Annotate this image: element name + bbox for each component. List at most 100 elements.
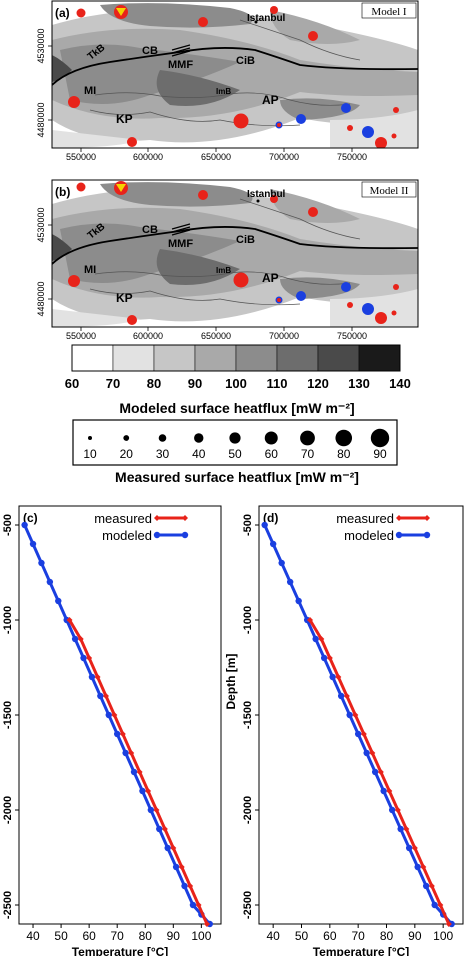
data-point-modeled: [320, 654, 328, 662]
mmf-symbol-icon: [171, 223, 191, 236]
data-point-modeled: [431, 901, 438, 909]
size-legend-label: 20: [120, 447, 134, 461]
data-point-modeled: [113, 730, 121, 738]
data-point-modeled: [286, 578, 294, 586]
size-legend-dot: [194, 433, 204, 443]
colorbar-tick-label: 60: [65, 376, 79, 391]
mmf-symbol-icon: [171, 44, 191, 57]
svg-text:750000: 750000: [337, 152, 367, 162]
legend-label: measured: [336, 511, 394, 526]
data-point-modeled: [105, 711, 112, 719]
data-point-modeled: [388, 806, 396, 814]
map-a-sites: [68, 6, 399, 148]
data-point-modeled: [189, 901, 197, 909]
svg-text:700000: 700000: [269, 152, 299, 162]
plot-frame: [18, 505, 222, 925]
size-legend-label: 60: [265, 447, 279, 461]
data-point-modeled: [97, 692, 104, 700]
size-legend-dot: [300, 430, 315, 446]
x-tick-label: 100: [433, 929, 453, 943]
size-legend-dot: [229, 432, 241, 444]
colorbar-tick-label: 110: [267, 376, 288, 391]
size-legend-label: 10: [83, 447, 97, 461]
size-legend-label: 30: [156, 447, 170, 461]
legend-marker: [395, 531, 403, 539]
x-tick-label: 80: [380, 929, 394, 943]
map-a-xticks: 550000 600000 650000 700000 750000: [66, 152, 367, 162]
y-tick-label: -2500: [242, 891, 254, 919]
svg-text:700000: 700000: [269, 331, 299, 341]
map-b-field: [52, 180, 418, 327]
legend-label: modeled: [344, 528, 394, 543]
data-point-modeled: [261, 521, 268, 529]
svg-text:4480000: 4480000: [36, 281, 46, 316]
label-mmf: MMF: [168, 59, 193, 71]
size-legend-dot: [123, 435, 130, 441]
colorbar-swatch: [317, 344, 360, 372]
data-point-measured: [403, 826, 410, 832]
x-tick-label: 40: [26, 929, 40, 943]
size-legend-label: 40: [192, 447, 206, 461]
data-point-measured: [352, 712, 359, 718]
x-tick-label: 100: [191, 929, 211, 943]
label-cb: CB: [142, 224, 158, 236]
data-point-modeled: [172, 863, 180, 871]
label-imb: ImB: [216, 87, 231, 96]
data-point-measured: [145, 788, 152, 794]
data-point-measured: [411, 845, 418, 851]
colorbar-tick-label: 70: [106, 376, 120, 391]
data-point-modeled: [139, 787, 146, 795]
label-ap: AP: [262, 93, 279, 107]
data-point-measured: [128, 750, 135, 756]
data-point-measured: [66, 617, 73, 623]
legend-marker: [153, 531, 161, 539]
legend-marker: [182, 515, 188, 521]
data-point-measured: [386, 788, 393, 794]
data-point-measured: [343, 693, 350, 699]
model-label-a: Model I: [371, 6, 406, 18]
data-point-measured: [377, 769, 384, 775]
size-legend-label: 80: [337, 447, 351, 461]
plot-frame: [258, 505, 464, 925]
data-point-measured: [369, 750, 376, 756]
data-point-modeled: [80, 654, 87, 662]
data-point-modeled: [405, 844, 413, 852]
data-point-measured: [153, 807, 160, 813]
label-istanbul: Istanbul: [247, 13, 286, 24]
size-legend-title: Measured surface heatflux [mW m⁻²]: [115, 469, 359, 485]
data-point-measured: [170, 845, 177, 851]
colorbar-tick-label: 130: [348, 376, 370, 391]
data-point-modeled: [278, 559, 285, 567]
svg-text:550000: 550000: [66, 152, 96, 162]
size-legend-dot: [158, 434, 167, 442]
svg-text:4480000: 4480000: [36, 102, 46, 137]
map-b-xticks: 550000 600000 650000 700000 750000: [66, 331, 367, 341]
data-point-measured: [335, 674, 342, 680]
svg-text:4530000: 4530000: [36, 207, 46, 242]
colorbar-swatch: [358, 344, 401, 372]
data-point-modeled: [55, 597, 62, 605]
data-point-modeled: [38, 559, 45, 567]
y-tick-label: -2500: [2, 891, 14, 919]
data-point-modeled: [380, 787, 387, 795]
colorbar-tick-label: 100: [225, 376, 247, 391]
data-point-measured: [77, 636, 84, 642]
panel-label: (c): [23, 511, 38, 525]
svg-text:600000: 600000: [133, 152, 163, 162]
y-tick-label: -2000: [2, 796, 14, 824]
svg-text:600000: 600000: [133, 331, 163, 341]
size-legend-label: 90: [373, 447, 387, 461]
data-point-measured: [111, 712, 118, 718]
panel-label-b: (b): [55, 185, 70, 199]
data-point-measured: [86, 655, 93, 661]
size-legend-label: 70: [301, 447, 315, 461]
data-point-measured: [307, 617, 313, 623]
x-tick-label: 50: [295, 929, 309, 943]
label-kp: KP: [116, 291, 133, 305]
panel-label-a: (a): [55, 6, 70, 20]
size-legend-dot: [370, 428, 390, 448]
data-point-measured: [195, 902, 202, 908]
data-point-measured: [161, 826, 168, 832]
svg-text:4530000: 4530000: [36, 28, 46, 63]
data-point-modeled: [346, 711, 353, 719]
